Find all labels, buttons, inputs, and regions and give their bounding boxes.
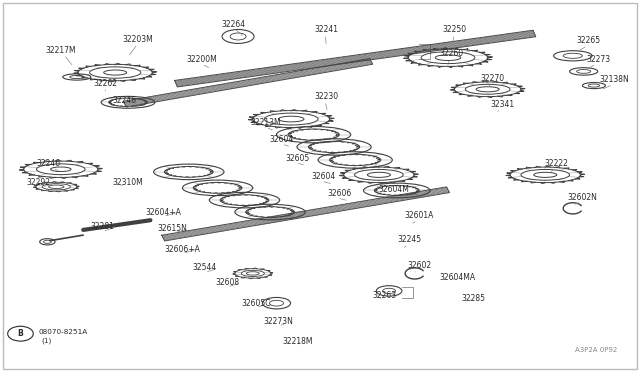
Polygon shape <box>175 30 536 87</box>
Text: 32544: 32544 <box>193 263 217 272</box>
Text: 32262: 32262 <box>93 79 118 88</box>
Text: 32605: 32605 <box>285 154 310 163</box>
Text: A3P2A 0P92: A3P2A 0P92 <box>575 347 618 353</box>
Text: 32246: 32246 <box>36 159 60 168</box>
Polygon shape <box>162 187 449 241</box>
Text: 32310M: 32310M <box>113 178 143 187</box>
Text: 32217M: 32217M <box>45 46 76 55</box>
Text: 32222: 32222 <box>545 159 569 168</box>
Text: 32341: 32341 <box>490 100 515 109</box>
Text: 32241: 32241 <box>314 25 339 34</box>
Text: 32601A: 32601A <box>404 211 434 220</box>
Text: 32265: 32265 <box>577 36 601 45</box>
Text: 32273: 32273 <box>586 55 611 64</box>
Text: 32602N: 32602N <box>568 193 597 202</box>
Text: 32285: 32285 <box>461 294 486 303</box>
Text: 32264: 32264 <box>221 20 246 29</box>
Text: 32138N: 32138N <box>600 76 629 84</box>
Text: 32230: 32230 <box>314 92 339 101</box>
Text: 32604: 32604 <box>311 172 335 181</box>
Text: B: B <box>18 329 23 338</box>
Text: 32605C: 32605C <box>241 299 271 308</box>
Text: (1): (1) <box>42 338 52 344</box>
Text: 32604+A: 32604+A <box>145 208 181 217</box>
Text: 32218M: 32218M <box>282 337 313 346</box>
Text: 32608: 32608 <box>215 278 239 287</box>
Text: 32250: 32250 <box>442 25 467 34</box>
Text: 32203M: 32203M <box>122 35 153 44</box>
Text: 32200M: 32200M <box>186 55 217 64</box>
Text: 32606+A: 32606+A <box>164 245 200 254</box>
Text: 32246: 32246 <box>113 96 137 105</box>
Text: 32604: 32604 <box>269 135 294 144</box>
Polygon shape <box>124 58 372 107</box>
Text: 32606: 32606 <box>327 189 351 198</box>
Text: 32615N: 32615N <box>158 224 188 233</box>
Text: 32260: 32260 <box>439 49 463 58</box>
Text: 32263: 32263 <box>372 291 396 300</box>
Text: 32602: 32602 <box>407 262 431 270</box>
Text: 32245: 32245 <box>397 235 422 244</box>
Text: 32213M: 32213M <box>250 118 281 127</box>
Text: 32270: 32270 <box>481 74 505 83</box>
Text: 32292: 32292 <box>26 178 51 187</box>
Text: 32604MA: 32604MA <box>440 273 476 282</box>
Text: 32273N: 32273N <box>264 317 293 326</box>
Text: 32281: 32281 <box>90 222 115 231</box>
Text: 32604M: 32604M <box>378 185 409 194</box>
Text: 08070-8251A: 08070-8251A <box>38 329 88 335</box>
